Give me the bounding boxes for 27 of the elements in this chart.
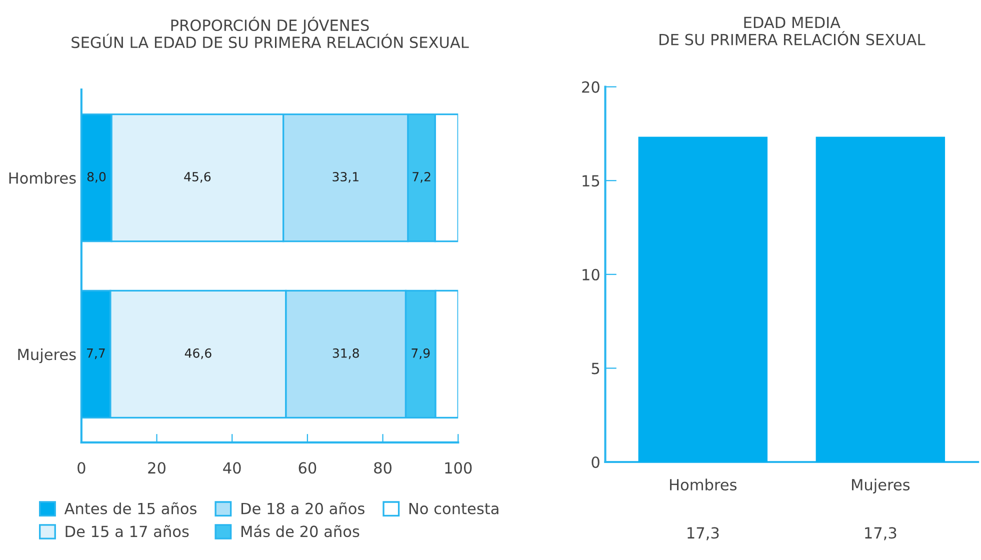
x-tick-label: 40 xyxy=(223,462,241,474)
x-tick-label: 100 xyxy=(445,462,472,474)
legend-label: Antes de 15 años xyxy=(64,502,196,514)
x-tick-label: 60 xyxy=(298,462,316,474)
legend-label: De 15 a 17 años xyxy=(66,525,189,538)
data-label: 46,6 xyxy=(184,348,212,360)
x-tick-label: 80 xyxy=(374,462,392,474)
data-label: 7,7 xyxy=(87,348,105,360)
y-tick-label: 20 xyxy=(582,81,600,93)
y-tick-label: 5 xyxy=(592,362,600,374)
data-label: 17,3 xyxy=(865,527,896,540)
data-label: 8,0 xyxy=(87,172,106,183)
data-label: 45,6 xyxy=(184,172,211,183)
y-tick-label: 15 xyxy=(582,175,600,187)
data-label: 17,3 xyxy=(688,527,719,540)
data-label: 31,8 xyxy=(332,348,359,360)
legend-label: De 18 a 20 años xyxy=(241,502,364,514)
data-label: 33,1 xyxy=(332,172,358,183)
data-label: 7,2 xyxy=(412,172,430,183)
x-tick-label: 20 xyxy=(148,462,166,474)
data-label: 7,9 xyxy=(412,348,430,360)
x-tick-label: 0 xyxy=(78,462,86,474)
chart-title: PROPORCIÓN DE JÓVENES SEGÚN LA EDAD DE SU PRIMERA RELACIÓN SEXUAL xyxy=(72,16,469,48)
chart-title: EDAD MEDIA DE SU PRIMERA RELACIÓN SEXUAL xyxy=(660,16,926,46)
y-tick-label: 10 xyxy=(582,268,600,280)
legend-label: Más de 20 años xyxy=(241,524,360,538)
legend-label: No contesta xyxy=(409,502,498,514)
